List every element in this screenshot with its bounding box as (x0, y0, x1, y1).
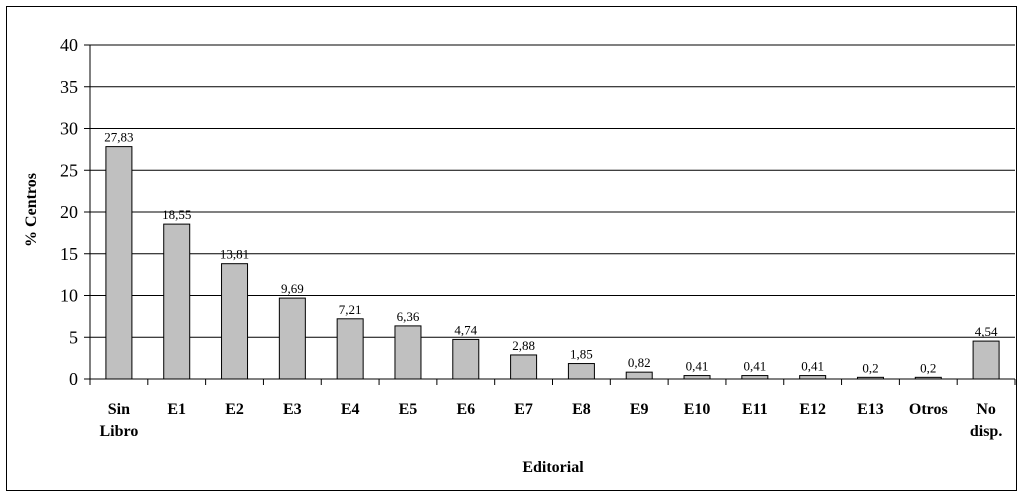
x-tick-label: E3 (283, 401, 302, 418)
x-tick-label: E7 (514, 401, 533, 418)
bars (105, 146, 1000, 380)
bar (221, 263, 249, 380)
bar (336, 318, 364, 380)
bar (972, 340, 1000, 380)
y-tick-label: 20 (60, 202, 78, 222)
bar (394, 325, 422, 380)
x-tick-label: E11 (742, 401, 768, 418)
data-label: 2,88 (512, 338, 535, 353)
bar (510, 354, 538, 380)
x-axis-title: Editorial (522, 459, 584, 476)
bar (278, 297, 306, 380)
y-tick-label: 35 (60, 77, 78, 97)
bar (683, 375, 711, 380)
x-tick-label: E10 (684, 401, 711, 418)
x-tick-label: E1 (167, 401, 186, 418)
data-label: 0,41 (686, 359, 709, 374)
y-tick-label: 15 (60, 244, 78, 264)
data-label: 27,83 (104, 130, 133, 145)
x-tick-label: E5 (399, 401, 418, 418)
data-label: 4,74 (454, 322, 477, 337)
data-label: 0,2 (920, 360, 936, 375)
axes (84, 44, 1016, 385)
x-tick-label: E6 (456, 401, 475, 418)
bar (567, 363, 595, 380)
data-label: 18,55 (162, 207, 191, 222)
bar (105, 146, 133, 380)
data-label: 7,21 (339, 302, 362, 317)
x-tick-label: E9 (630, 401, 649, 418)
y-tick-label: 10 (60, 286, 78, 306)
data-label: 4,54 (975, 324, 998, 339)
data-label: 6,36 (397, 309, 420, 324)
y-tick-label: 40 (60, 35, 78, 55)
bar (625, 371, 653, 380)
x-tick-label: E13 (857, 401, 884, 418)
y-axis-title: % Centros (23, 173, 40, 247)
x-tick-label: No disp. (970, 401, 1002, 440)
x-tick-label: E2 (225, 401, 244, 418)
bar (452, 338, 480, 380)
data-label: 0,2 (862, 360, 878, 375)
y-tick-label: 0 (69, 369, 78, 389)
data-label: 0,41 (743, 359, 766, 374)
bar (799, 375, 827, 380)
x-tick-label: E12 (799, 401, 826, 418)
x-tick-label: Otros (909, 401, 948, 418)
data-label: 0,41 (801, 359, 824, 374)
y-tick-label: 25 (60, 160, 78, 180)
x-tick-label: E4 (341, 401, 360, 418)
bar (163, 223, 191, 380)
data-label: 1,85 (570, 347, 593, 362)
x-tick-labels: Sin Libro E1 E2 E3 E4 E5 E6 E7 E8 E9 E10 E11 E12 E13 Ot… (99, 401, 1002, 440)
x-tick-label: Sin Libro (99, 401, 138, 440)
bar (741, 375, 769, 380)
data-labels: 27,83 18,55 13,81 9,69 7,21 6,36 4,74 2,88 1,85 0… (104, 130, 998, 376)
y-tick-label: 30 (60, 119, 78, 139)
x-tick-label: E8 (572, 401, 591, 418)
y-tick-labels: 0 5 10 15 20 25 30 35 40 (60, 35, 78, 389)
data-label: 0,82 (628, 355, 651, 370)
y-tick-label: 5 (69, 327, 78, 347)
data-label: 13,81 (220, 247, 249, 262)
data-label: 9,69 (281, 281, 304, 296)
